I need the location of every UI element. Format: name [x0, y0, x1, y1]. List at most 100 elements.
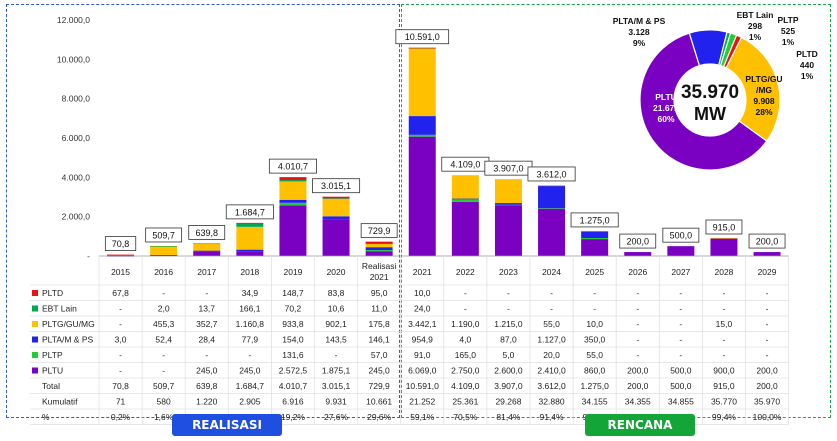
- y-tick-label: 2.000,0: [62, 212, 91, 222]
- table-cell: 350,0: [584, 335, 606, 345]
- table-cell: 3.442,1: [408, 319, 437, 329]
- donut-label: /MG: [756, 85, 772, 95]
- table-cell: 34.855: [668, 397, 694, 407]
- table-cell: 245,0: [369, 366, 391, 376]
- table-cell: 28,4: [198, 335, 215, 345]
- table-cell: 2.572,5: [279, 366, 308, 376]
- donut-label: EBT Lain: [737, 10, 774, 20]
- bar-segment: [494, 203, 522, 205]
- table-cell: 91,0: [414, 350, 431, 360]
- table-cell: 4.109,0: [451, 381, 480, 391]
- total-label-box: [312, 178, 361, 194]
- row-label: PLTU: [42, 366, 63, 376]
- bar-segment: [279, 202, 307, 206]
- table-cell: 6.916: [282, 397, 304, 407]
- table-cell: 70,2: [285, 304, 302, 314]
- donut-label: PLTP: [777, 15, 798, 25]
- bar-segment: [538, 208, 566, 256]
- bar-segment: [408, 116, 436, 135]
- bar-segment: [451, 201, 479, 256]
- bar-segment: [494, 179, 522, 204]
- table-cell: -: [723, 288, 726, 298]
- table-cell: 0,2%: [111, 412, 131, 422]
- bar-segment: [538, 184, 566, 187]
- table-cell: -: [464, 288, 467, 298]
- total-label: 200,0: [756, 237, 779, 247]
- bar-segment: [193, 251, 221, 256]
- bar-segment: [365, 251, 393, 256]
- legend-swatch: [32, 305, 38, 312]
- row-label: Kumulatif: [42, 397, 78, 407]
- category-label: 2027: [671, 267, 690, 277]
- table-cell: -: [766, 335, 769, 345]
- bar-segment: [408, 136, 436, 256]
- bar-segment: [193, 243, 221, 251]
- table-cell: -: [119, 366, 122, 376]
- table-cell: -: [464, 304, 467, 314]
- bar-segment: [710, 238, 738, 239]
- donut-label: 9%: [633, 38, 646, 48]
- table-cell: 1,6%: [154, 412, 174, 422]
- table-cell: 2,0: [158, 304, 170, 314]
- total-label: 729,9: [368, 226, 391, 236]
- table-cell: 10,0: [586, 319, 603, 329]
- total-label: 3.015,1: [321, 181, 351, 191]
- bar-segment: [365, 250, 393, 252]
- table-cell: 34,9: [242, 288, 259, 298]
- table-cell: -: [507, 304, 510, 314]
- table-cell: 32.880: [539, 397, 565, 407]
- category-label: 2020: [327, 267, 346, 277]
- donut-label: 3.128: [628, 27, 650, 37]
- table-cell: 352,7: [196, 319, 218, 329]
- bar-segment: [279, 177, 307, 181]
- table-cell: 34.155: [582, 397, 608, 407]
- category-label: Realisasi: [362, 261, 397, 271]
- table-cell: 24,0: [414, 304, 431, 314]
- total-label-box: [268, 158, 317, 174]
- table-cell: 915,0: [713, 381, 735, 391]
- bar-segment: [322, 219, 350, 256]
- table-cell: -: [679, 288, 682, 298]
- category-label: 2016: [154, 267, 173, 277]
- table-cell: -: [162, 366, 165, 376]
- table-cell: 1.875,1: [322, 366, 351, 376]
- table-cell: -: [679, 304, 682, 314]
- bar-segment: [279, 181, 307, 200]
- bar-segment: [538, 208, 566, 209]
- bar-segment: [236, 222, 264, 224]
- table-cell: 1.684,7: [236, 381, 265, 391]
- bar-segment: [408, 134, 436, 137]
- table-cell: 2.905: [239, 397, 261, 407]
- table-cell: 509,7: [153, 381, 175, 391]
- total-label-box: [748, 233, 786, 249]
- bar-segment: [451, 198, 479, 202]
- table-cell: 13,7: [198, 304, 215, 314]
- table-cell: 95,0: [371, 288, 388, 298]
- table-cell: -: [679, 319, 682, 329]
- bar-segment: [322, 198, 350, 199]
- category-label: 2022: [456, 267, 475, 277]
- table-cell: 245,0: [239, 366, 261, 376]
- table-cell: 10.661: [366, 397, 392, 407]
- table-cell: 81,4%: [496, 412, 521, 422]
- total-label: 3.907,0: [493, 164, 523, 174]
- table-cell: 77,9: [242, 335, 259, 345]
- total-label: 70,8: [112, 239, 130, 249]
- table-cell: 100,0%: [753, 412, 782, 422]
- total-label: 1.275,0: [580, 215, 610, 225]
- bar-segment: [581, 238, 609, 240]
- y-tick-label: 10.000,0: [57, 54, 90, 64]
- bar-segment: [710, 238, 738, 256]
- table-cell: 500,0: [670, 366, 692, 376]
- table-cell: 954,9: [412, 335, 434, 345]
- table-cell: -: [162, 288, 165, 298]
- category-label: 2019: [283, 267, 302, 277]
- total-label-box: [104, 236, 137, 252]
- bar-segment: [236, 249, 264, 252]
- category-label: 2023: [499, 267, 518, 277]
- row-label: PLTA/M & PS: [42, 335, 94, 345]
- category-label: 2028: [714, 267, 733, 277]
- bar-segment: [365, 243, 393, 245]
- table-cell: 1.127,0: [537, 335, 566, 345]
- bar-segment: [279, 199, 307, 203]
